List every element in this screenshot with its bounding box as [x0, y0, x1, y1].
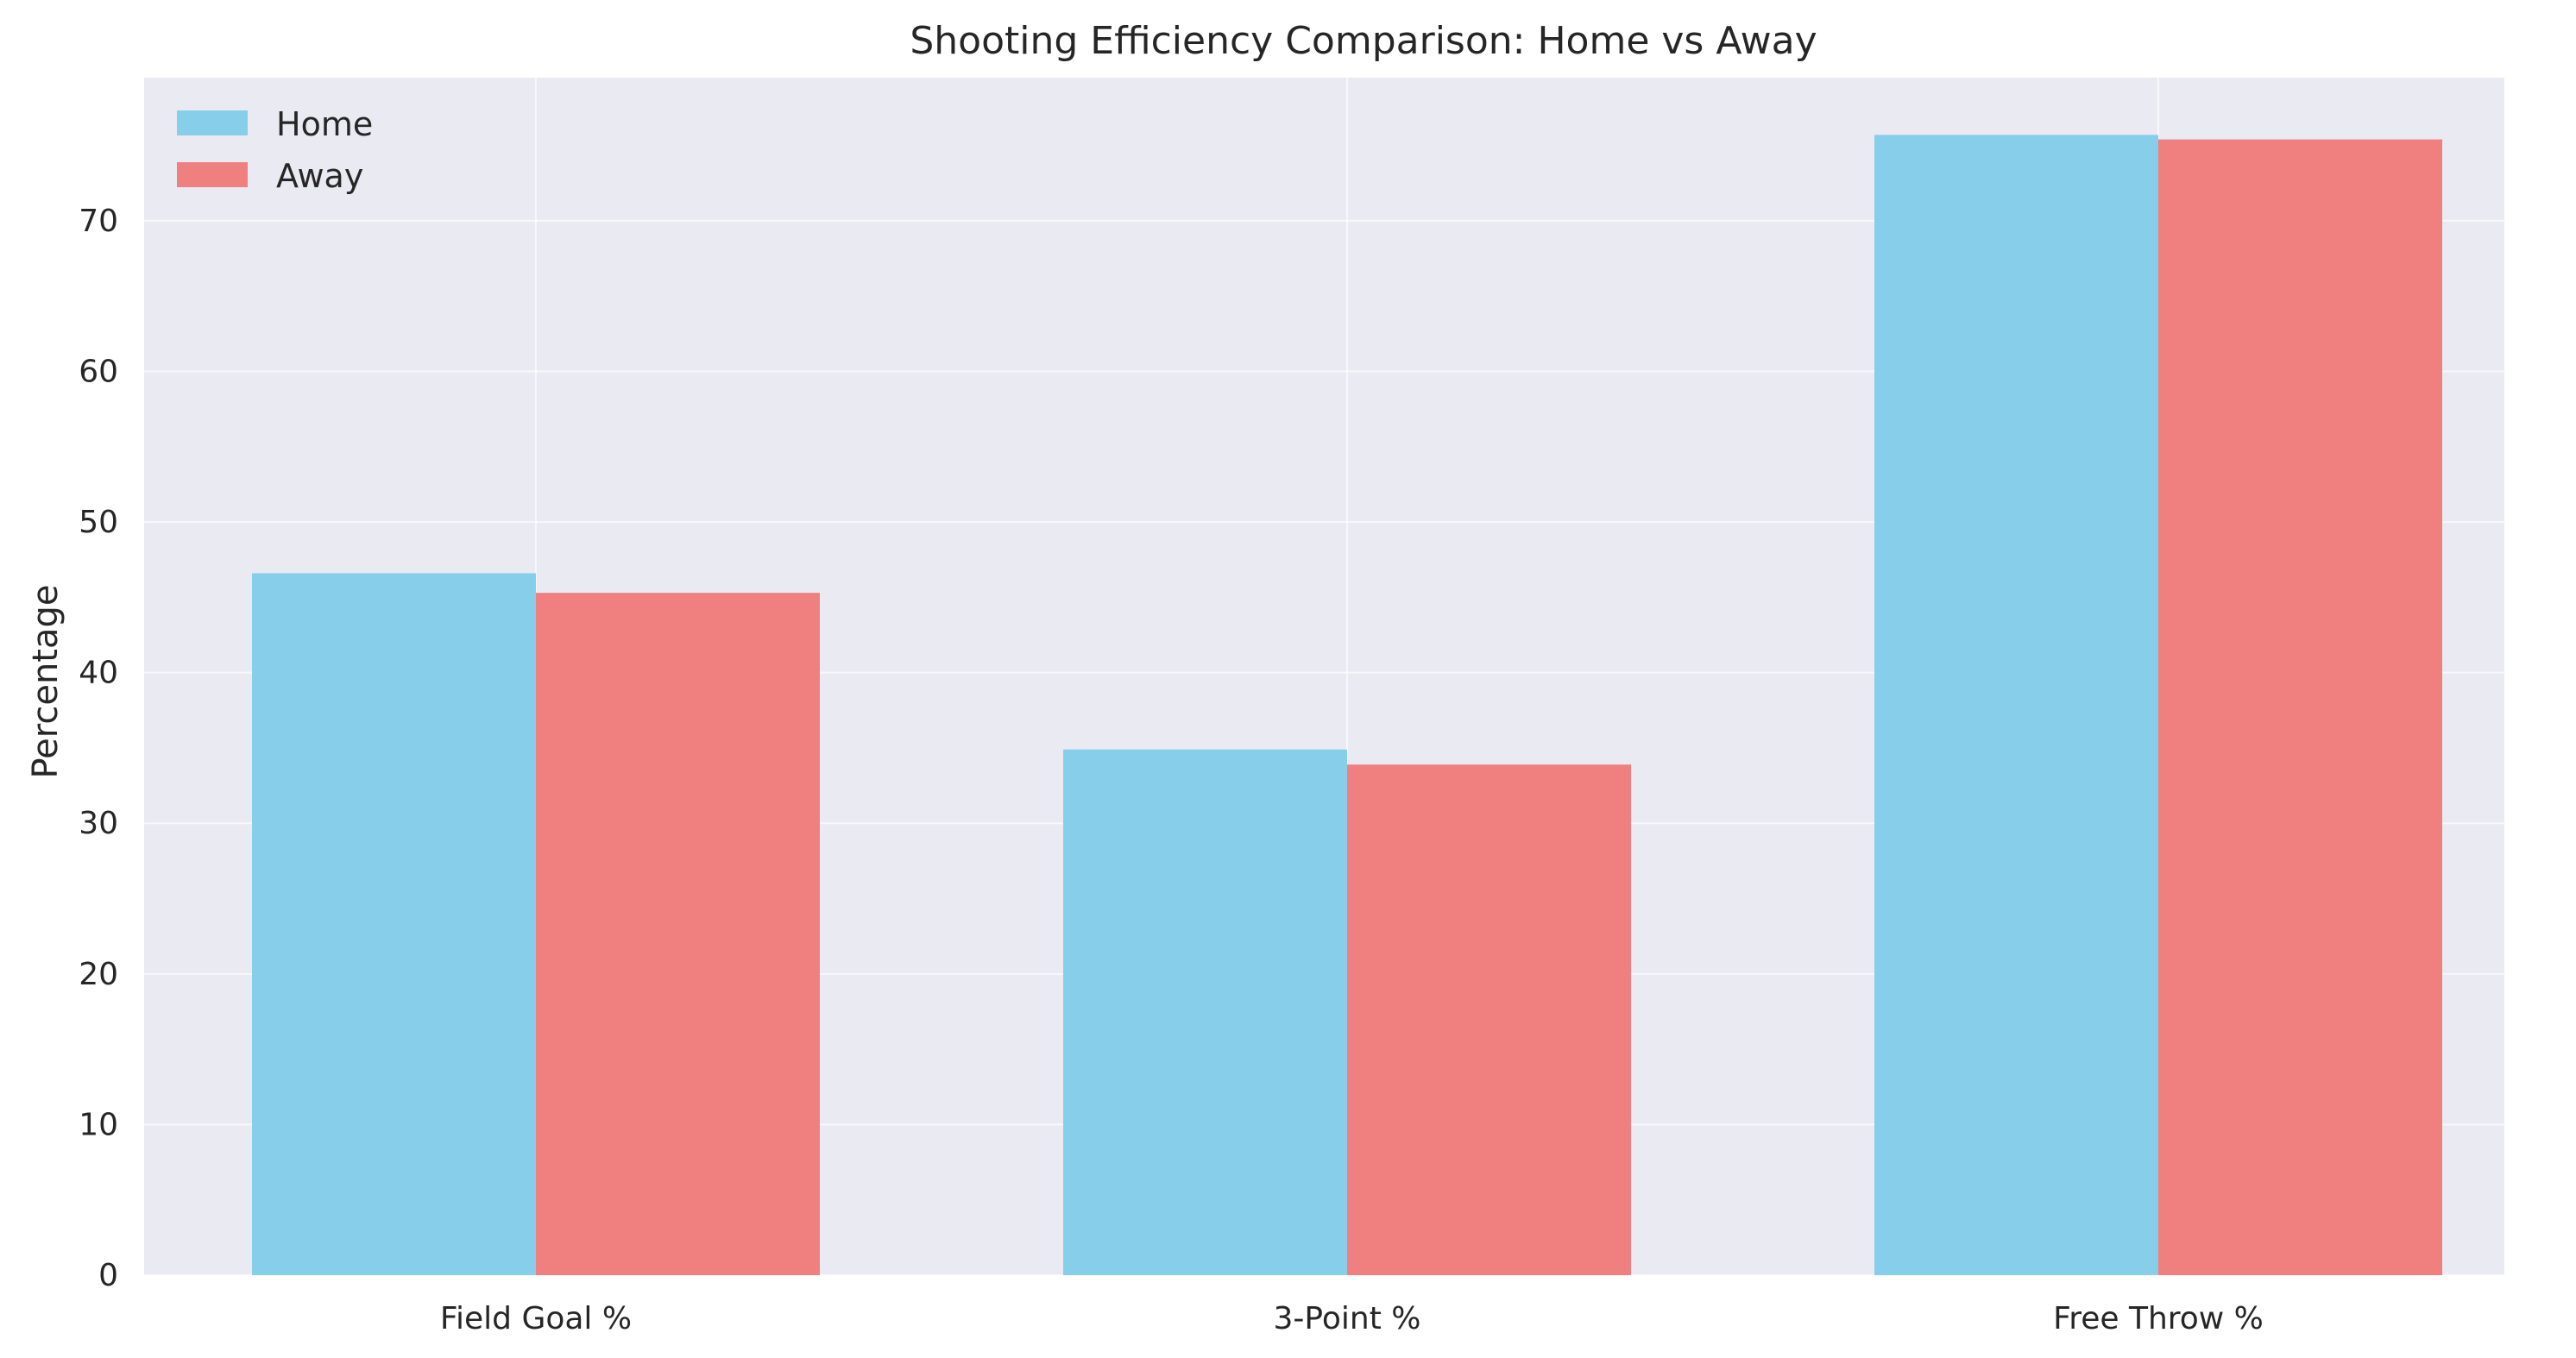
- legend-swatch-away: [177, 162, 248, 187]
- x-tick-label: 3-Point %: [1274, 1301, 1421, 1336]
- x-tick-label: Free Throw %: [2053, 1301, 2264, 1336]
- bar-away-1: [1347, 764, 1631, 1275]
- bar-home-0: [252, 573, 536, 1275]
- y-tick-label: 60: [79, 354, 118, 389]
- legend-label-away: Away: [276, 157, 363, 195]
- bars: [252, 135, 2442, 1276]
- y-tick-label: 10: [79, 1107, 118, 1142]
- x-axis-ticks: Field Goal % 3-Point % Free Throw %: [440, 1301, 2264, 1336]
- bar-home-1: [1063, 749, 1347, 1275]
- legend-label-home: Home: [276, 105, 373, 143]
- y-axis-title: Percentage: [26, 584, 66, 778]
- y-tick-label: 30: [79, 806, 118, 841]
- legend: Home Away: [177, 105, 373, 195]
- y-tick-label: 20: [79, 957, 118, 992]
- chart-title: Shooting Efficiency Comparison: Home vs …: [910, 19, 1817, 63]
- y-tick-label: 70: [79, 204, 118, 239]
- y-tick-label: 0: [98, 1258, 118, 1293]
- bar-home-2: [1874, 135, 2158, 1276]
- y-axis-ticks: 0 10 20 30 40 50 60 70: [79, 204, 118, 1293]
- legend-swatch-home: [177, 110, 248, 135]
- x-tick-label: Field Goal %: [440, 1301, 632, 1336]
- y-tick-label: 50: [79, 505, 118, 540]
- bar-away-0: [536, 593, 820, 1275]
- y-tick-label: 40: [79, 656, 118, 691]
- bar-away-2: [2158, 139, 2442, 1275]
